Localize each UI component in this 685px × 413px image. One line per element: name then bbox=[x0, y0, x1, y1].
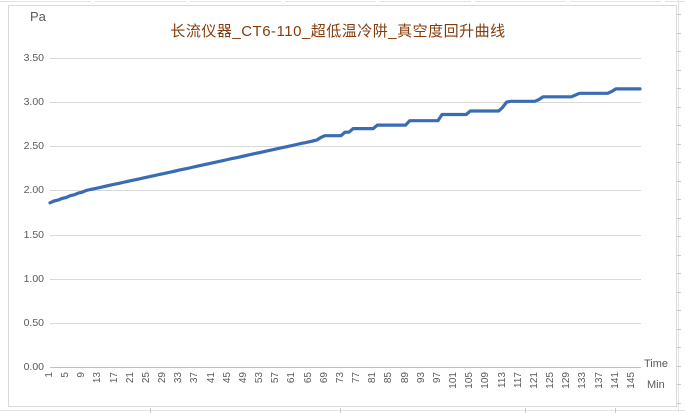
spreadsheet-row-tick bbox=[677, 144, 681, 145]
y-axis-tick-label: 2.50 bbox=[23, 140, 44, 152]
spreadsheet-row-tick bbox=[677, 70, 681, 71]
series-line[interactable] bbox=[48, 87, 642, 205]
y-axis-tick-label: 0.50 bbox=[23, 317, 44, 329]
spreadsheet-column-tick bbox=[615, 408, 616, 413]
spreadsheet-gridline-right bbox=[678, 0, 679, 412]
spreadsheet-row-tick bbox=[677, 255, 681, 256]
spreadsheet-row-tick bbox=[677, 273, 681, 274]
x-axis-line bbox=[50, 367, 641, 368]
spreadsheet-row-tick bbox=[677, 33, 681, 34]
spreadsheet-row-tick bbox=[677, 329, 681, 330]
gridline bbox=[50, 102, 641, 103]
spreadsheet-gridline-top bbox=[0, 1, 685, 2]
spreadsheet-row-tick bbox=[677, 199, 681, 200]
spreadsheet-row-tick bbox=[677, 88, 681, 89]
spreadsheet-row-tick bbox=[677, 162, 681, 163]
y-axis-tick-label: 2.00 bbox=[23, 184, 44, 196]
spreadsheet-row-tick bbox=[677, 181, 681, 182]
spreadsheet-row-tick bbox=[677, 218, 681, 219]
gridline bbox=[50, 58, 641, 59]
y-axis-unit-label: Pa bbox=[30, 9, 46, 24]
spreadsheet-column-tick bbox=[150, 408, 151, 413]
x-axis-unit-label-min: Min bbox=[647, 379, 665, 391]
spreadsheet-row-tick bbox=[677, 366, 681, 367]
y-axis-tick-label: 0.00 bbox=[23, 361, 44, 373]
y-axis-tick-label: 1.00 bbox=[23, 273, 44, 285]
y-axis-tick-label: 1.50 bbox=[23, 229, 44, 241]
spreadsheet-row-tick bbox=[677, 14, 681, 15]
y-axis-tick-label: 3.00 bbox=[23, 96, 44, 108]
gridline bbox=[50, 190, 641, 191]
spreadsheet-row-tick bbox=[677, 310, 681, 311]
chart-area[interactable] bbox=[8, 5, 677, 407]
y-axis-tick-label: 3.50 bbox=[23, 52, 44, 64]
spreadsheet-row-tick bbox=[677, 236, 681, 237]
spreadsheet-row-tick bbox=[677, 384, 681, 385]
spreadsheet-row-tick bbox=[677, 51, 681, 52]
spreadsheet-row-tick bbox=[677, 403, 681, 404]
gridline bbox=[50, 323, 641, 324]
spreadsheet-column-tick bbox=[340, 408, 341, 413]
gridline bbox=[50, 146, 641, 147]
gridline bbox=[50, 279, 641, 280]
x-axis-unit-label-time: Time bbox=[644, 358, 669, 370]
spreadsheet-row-tick bbox=[677, 292, 681, 293]
spreadsheet-column-tick bbox=[525, 408, 526, 413]
spreadsheet-gridline-bottom bbox=[0, 410, 685, 411]
spreadsheet-row-tick bbox=[677, 107, 681, 108]
spreadsheet-row-tick bbox=[677, 125, 681, 126]
gridline bbox=[50, 235, 641, 236]
chart-title: 长流仪器_CT6-110_超低温冷阱_真空度回升曲线 bbox=[170, 23, 506, 40]
spreadsheet-row-tick bbox=[677, 347, 681, 348]
